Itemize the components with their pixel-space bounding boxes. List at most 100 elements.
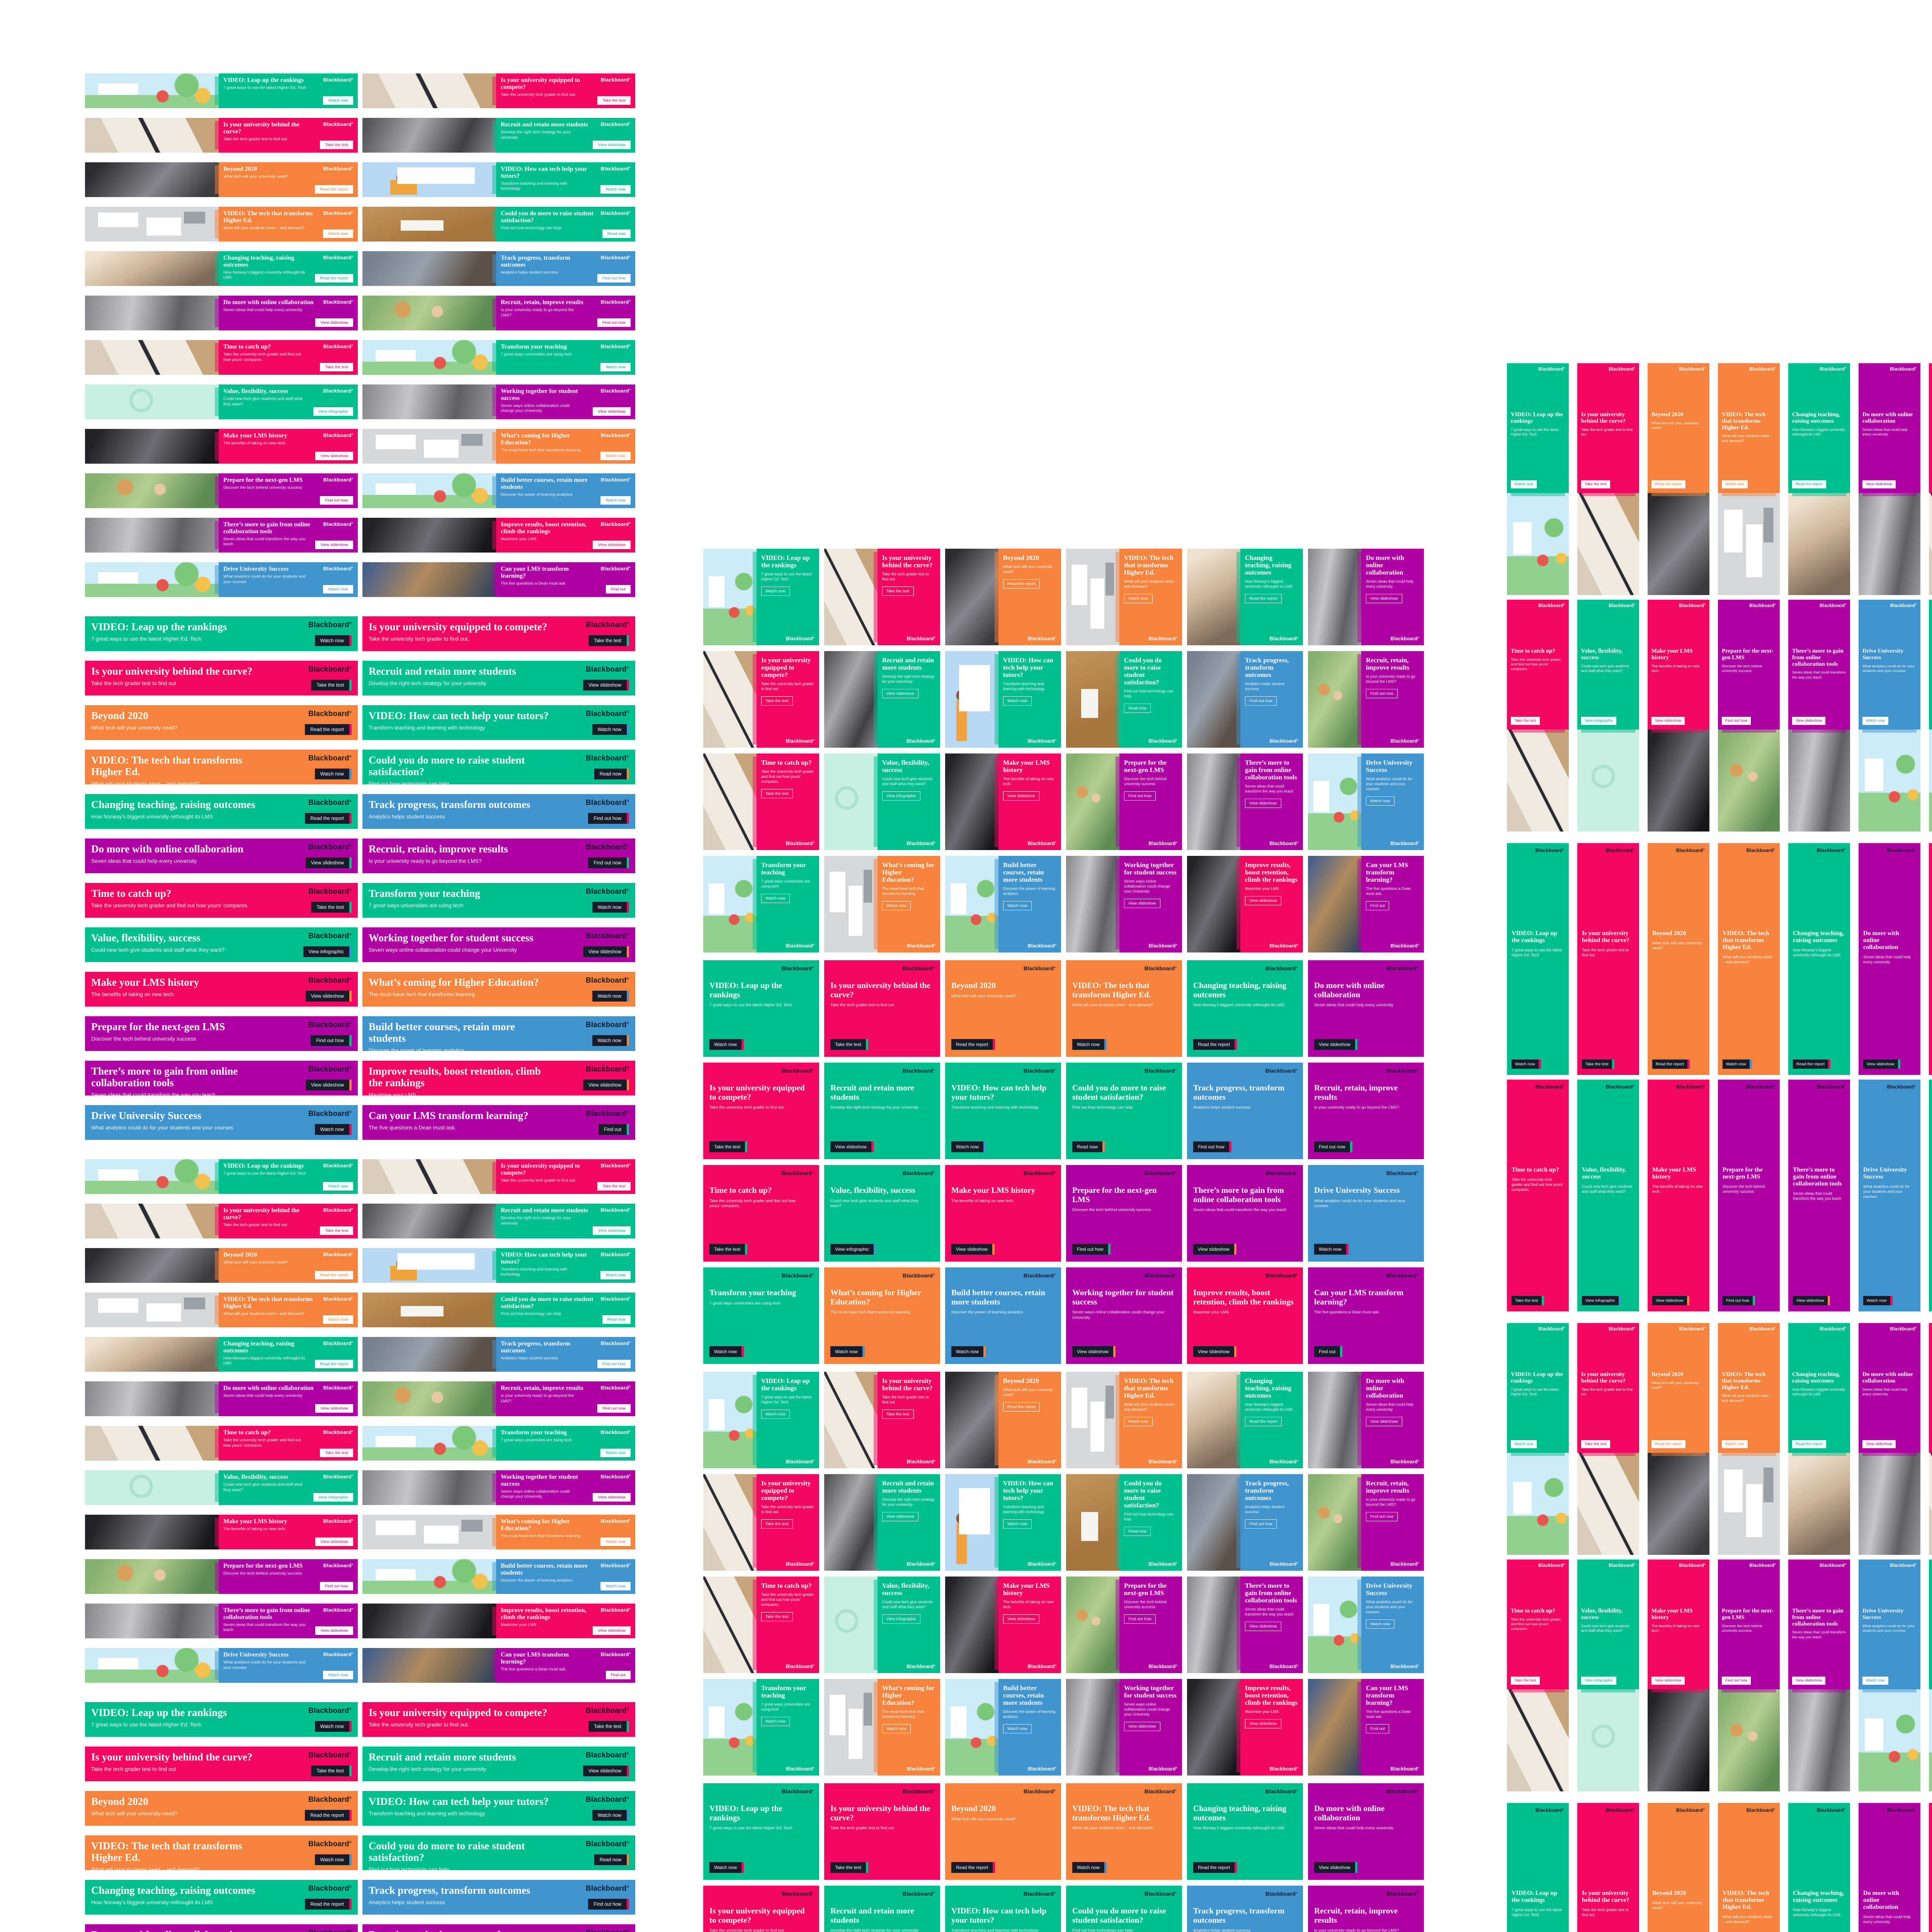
banner-cta-button[interactable]: Watch now [1863, 1296, 1893, 1305]
banner-cta-button[interactable]: Take the test [320, 141, 353, 149]
banner-rectangle-text[interactable]: Blackboard® Do more with online collabor… [1308, 960, 1424, 1057]
banner-cta-button[interactable]: Take the test [761, 1612, 793, 1622]
banner-skyscraper-image[interactable]: Blackboard® Time to catch up? Take the u… [1507, 1560, 1569, 1791]
banner-cta-button[interactable]: View slideshow [305, 857, 352, 868]
banner-rectangle-text[interactable]: Blackboard® Do more with online collabor… [1308, 1783, 1424, 1880]
banner-rectangle-text[interactable]: Blackboard® Beyond 2020 What tech will y… [945, 1783, 1061, 1880]
banner-rectangle-text[interactable]: Blackboard® VIDEO: How can tech help you… [945, 1886, 1061, 1932]
banner-rectangle-image[interactable]: There’s more to gain from online collabo… [1187, 1577, 1303, 1673]
banner-rectangle-text[interactable]: Blackboard® Could you do more to raise s… [1066, 1063, 1182, 1159]
banner-cta-button[interactable]: Take the test [761, 789, 793, 799]
banner-skyscraper-image[interactable]: Blackboard® Drive University Success Wha… [1859, 1560, 1920, 1791]
banner-cta-button[interactable]: View slideshow [1003, 1614, 1039, 1624]
banner-rectangle-image[interactable]: Transform your teaching 7 great ways uni… [703, 1679, 819, 1776]
banner-cta-button[interactable]: View slideshow [1003, 791, 1039, 801]
banner-cta-button[interactable]: Find out now [597, 1404, 631, 1413]
banner-skyscraper-text[interactable]: Blackboard® Make your LMS history The be… [1648, 1080, 1709, 1311]
banner-cta-button[interactable]: Find out how [311, 1035, 352, 1046]
banner-cta-button[interactable]: View infographic [1581, 1677, 1617, 1685]
banner-cta-button[interactable]: Take the test [830, 1862, 869, 1873]
banner-skyscraper-text[interactable]: Blackboard® Beyond 2020 What tech will y… [1648, 1803, 1709, 1932]
banner-cta-button[interactable]: Find out how [588, 1899, 629, 1910]
banner-cta-button[interactable]: Find out how [1723, 1296, 1755, 1305]
banner-skyscraper-text[interactable]: Blackboard® Drive University Success Wha… [1859, 1080, 1920, 1311]
banner-cta-button[interactable]: Watch now [600, 1537, 631, 1546]
banner-leaderboard-text[interactable]: Blackboard® Value, flexibility, success … [85, 927, 358, 962]
banner-skyscraper-image[interactable]: Blackboard® Prepare for the next-gen LMS… [1718, 1560, 1780, 1791]
banner-rectangle-text[interactable]: Blackboard® VIDEO: Leap up the rankings … [703, 960, 819, 1057]
banner-leaderboard-image[interactable]: Blackboard® Recruit and retain more stud… [362, 118, 635, 153]
banner-cta-button[interactable]: Take the test [320, 363, 353, 371]
banner-cta-button[interactable]: Watch now [592, 1035, 629, 1046]
banner-rectangle-text[interactable]: Blackboard® VIDEO: Leap up the rankings … [703, 1783, 819, 1880]
banner-skyscraper-text[interactable]: Blackboard® VIDEO: Leap up the rankings … [1507, 1803, 1569, 1932]
banner-cta-button[interactable]: Read now [602, 1315, 631, 1324]
banner-cta-button[interactable]: View slideshow [951, 1244, 995, 1255]
banner-rectangle-image[interactable]: Drive University Success What analytics … [1308, 1577, 1424, 1673]
banner-cta-button[interactable]: Read the report [1652, 1060, 1690, 1069]
banner-rectangle-image[interactable]: Beyond 2020 What tech will your universi… [945, 1372, 1061, 1468]
banner-cta-button[interactable]: View slideshow [305, 1080, 352, 1090]
banner-rectangle-text[interactable]: Blackboard® Is your university behind th… [824, 960, 940, 1057]
banner-cta-button[interactable]: View slideshow [305, 991, 352, 1002]
banner-cta-button[interactable]: Find out now [588, 857, 629, 868]
banner-rectangle-text[interactable]: Blackboard® Time to catch up? Take the u… [703, 1165, 819, 1262]
banner-leaderboard-image[interactable]: Blackboard® What’s coming for Higher Edu… [362, 429, 635, 464]
banner-cta-button[interactable]: View slideshow [1651, 717, 1685, 725]
banner-skyscraper-image[interactable]: Blackboard® Is your university behind th… [1577, 1323, 1639, 1555]
banner-cta-button[interactable]: View slideshow [1245, 1719, 1281, 1729]
banner-leaderboard-image[interactable]: Blackboard® Make your LMS history The be… [85, 429, 358, 464]
banner-cta-button[interactable]: View slideshow [1124, 1722, 1160, 1731]
banner-rectangle-text[interactable]: Blackboard® Drive University Success Wha… [1308, 1165, 1424, 1262]
banner-cta-button[interactable]: Read the report [1245, 1417, 1282, 1427]
banner-cta-button[interactable]: Watch now [315, 769, 352, 779]
banner-skyscraper-image[interactable]: Blackboard® Is your university equipped … [1929, 1323, 1932, 1555]
banner-rectangle-text[interactable]: Blackboard® Recruit and retain more stud… [824, 1063, 940, 1159]
banner-rectangle-text[interactable]: Blackboard® Is your university equipped … [703, 1063, 819, 1159]
banner-skyscraper-image[interactable]: Blackboard® Is your university equipped … [1929, 363, 1932, 595]
banner-cta-button[interactable]: Take the test [882, 1410, 914, 1419]
banner-cta-button[interactable]: View infographic [303, 946, 352, 957]
banner-cta-button[interactable]: Watch now [1511, 480, 1537, 488]
banner-skyscraper-image[interactable]: Blackboard® VIDEO: The tech that transfo… [1718, 1323, 1780, 1555]
banner-skyscraper-text[interactable]: Blackboard® Is your university equipped … [1929, 1803, 1932, 1932]
banner-cta-button[interactable]: Watch now [323, 1315, 353, 1324]
banner-leaderboard-image[interactable]: Blackboard® Time to catch up? Take the u… [85, 1426, 358, 1461]
banner-skyscraper-image[interactable]: Blackboard® Make your LMS history The be… [1648, 1560, 1709, 1791]
banner-skyscraper-text[interactable]: Blackboard® Is your university behind th… [1577, 1803, 1639, 1932]
banner-skyscraper-text[interactable]: Blackboard® Beyond 2020 What tech will y… [1648, 843, 1709, 1075]
banner-rectangle-image[interactable]: Transform your teaching 7 great ways uni… [703, 856, 819, 952]
banner-cta-button[interactable]: View slideshow [1193, 1244, 1236, 1255]
banner-leaderboard-image[interactable]: Blackboard® Is your university equipped … [362, 1159, 635, 1194]
banner-cta-button[interactable]: Watch now [600, 1271, 631, 1279]
banner-rectangle-text[interactable]: Blackboard® Can your LMS transform learn… [1308, 1267, 1424, 1364]
banner-cta-button[interactable]: Watch now [709, 1862, 744, 1873]
banner-cta-button[interactable]: Find out how [1722, 717, 1751, 725]
banner-rectangle-image[interactable]: Is your university equipped to compete? … [703, 651, 819, 748]
banner-rectangle-text[interactable]: Blackboard® VIDEO: How can tech help you… [945, 1063, 1061, 1159]
banner-cta-button[interactable]: Read now [1124, 704, 1151, 713]
banner-leaderboard-image[interactable]: Blackboard® Prepare for the next-gen LMS… [85, 473, 358, 508]
banner-rectangle-image[interactable]: Recruit, retain, improve results Is your… [1308, 651, 1424, 748]
banner-cta-button[interactable]: Watch now [600, 185, 631, 194]
banner-rectangle-text[interactable]: Blackboard® Value, flexibility, success … [824, 1165, 940, 1262]
banner-rectangle-text[interactable]: Blackboard® Beyond 2020 What tech will y… [945, 960, 1061, 1057]
banner-skyscraper-image[interactable]: Blackboard® Drive University Success Wha… [1859, 600, 1920, 832]
banner-cta-button[interactable]: Watch now [1003, 901, 1032, 911]
banner-rectangle-image[interactable]: Time to catch up? Take the university te… [703, 753, 819, 850]
banner-rectangle-image[interactable]: Value, flexibility, success Could new te… [824, 753, 940, 850]
banner-leaderboard-text[interactable]: Blackboard® Improve results, boost reten… [362, 1061, 635, 1095]
banner-skyscraper-text[interactable]: Blackboard® Do more with online collabor… [1859, 843, 1920, 1075]
banner-leaderboard-text[interactable]: Blackboard® Is your university behind th… [85, 1747, 358, 1781]
banner-cta-button[interactable]: Take the test [311, 902, 352, 913]
banner-cta-button[interactable]: View slideshow [1314, 1039, 1357, 1050]
banner-cta-button[interactable]: View slideshow [315, 1626, 353, 1635]
banner-rectangle-image[interactable]: Recruit and retain more students Develop… [824, 651, 940, 748]
banner-cta-button[interactable]: View slideshow [1792, 1677, 1826, 1685]
banner-leaderboard-text[interactable]: Blackboard® VIDEO: Leap up the rankings … [85, 616, 358, 651]
banner-cta-button[interactable]: Read now [1124, 1527, 1151, 1536]
banner-cta-button[interactable]: View slideshow [315, 1537, 353, 1546]
banner-rectangle-text[interactable]: Blackboard® Recruit and retain more stud… [824, 1886, 940, 1932]
banner-leaderboard-image[interactable]: Blackboard® VIDEO: How can tech help you… [362, 162, 635, 197]
banner-leaderboard-image[interactable]: Blackboard® Drive University Success Wha… [85, 1648, 358, 1683]
